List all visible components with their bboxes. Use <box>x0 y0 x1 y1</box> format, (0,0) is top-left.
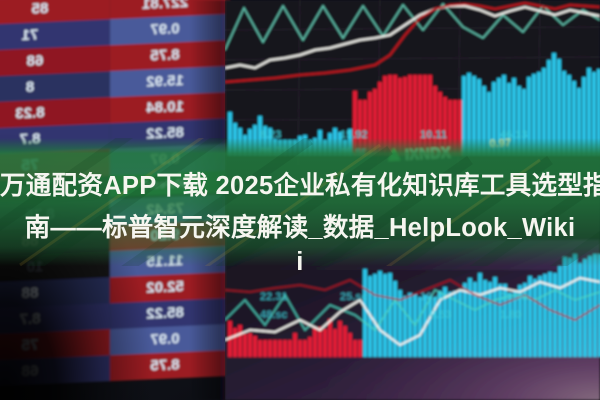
svg-text:22.31: 22.31 <box>260 291 288 303</box>
svg-text:25.sc: 25.sc <box>340 291 368 303</box>
svg-text:1.80: 1.80 <box>500 309 521 321</box>
svg-text:25.90: 25.90 <box>500 291 528 303</box>
svg-text:10.4r: 10.4r <box>420 291 446 303</box>
svg-text:8.53: 8.53 <box>430 309 451 321</box>
svg-text:48.sc: 48.sc <box>260 309 288 321</box>
